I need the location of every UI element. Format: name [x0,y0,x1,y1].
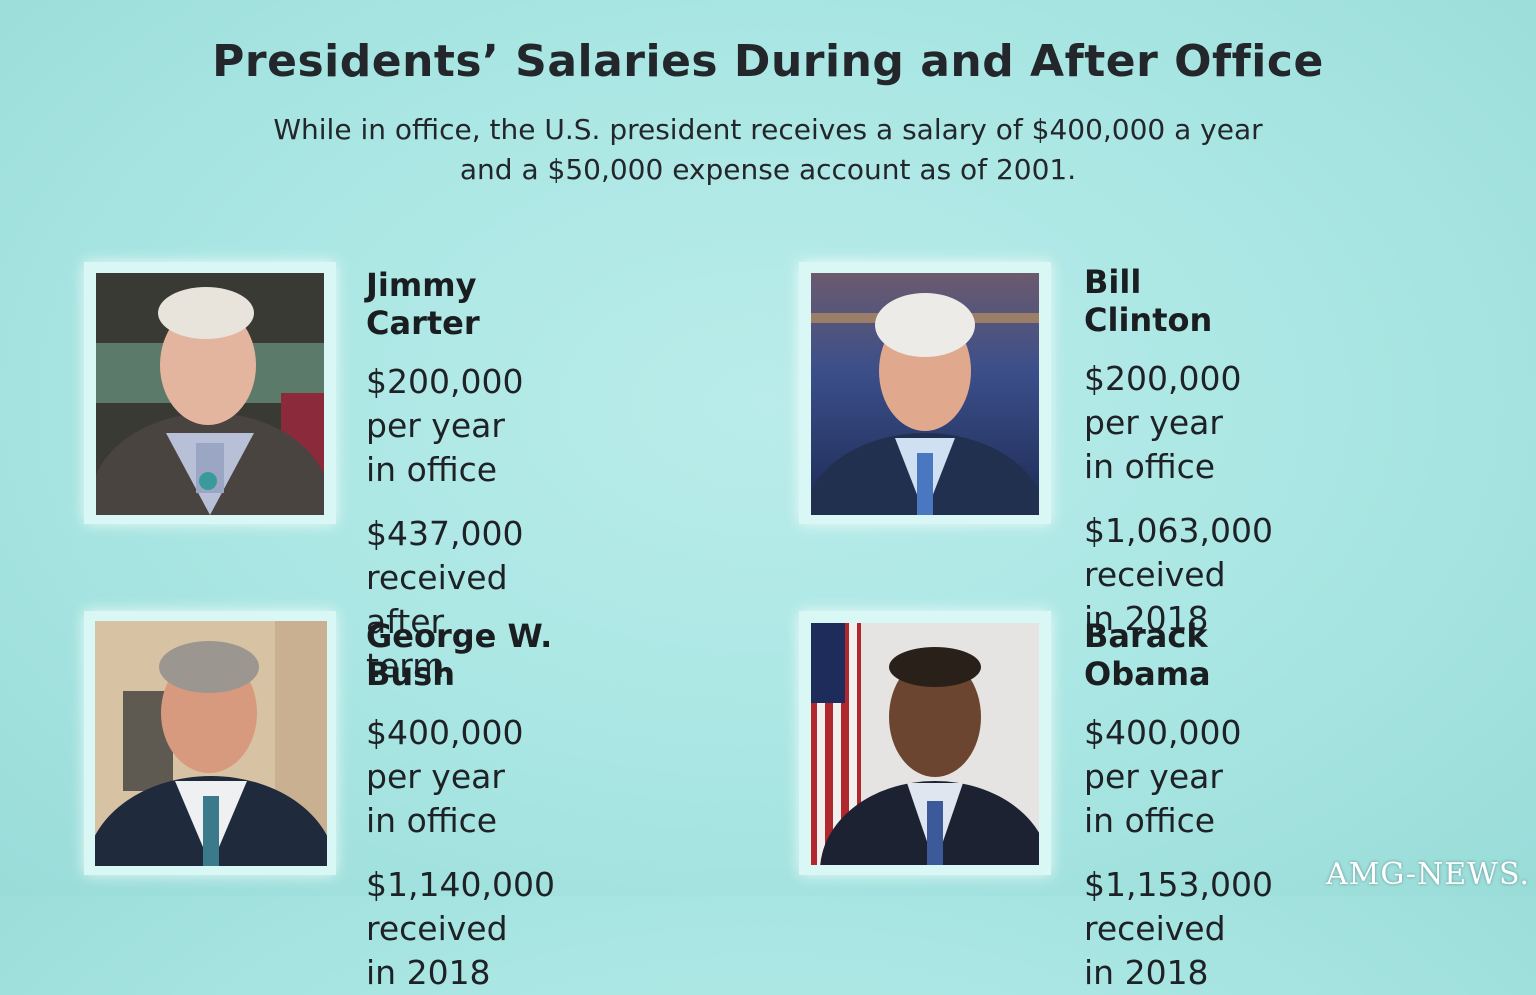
president-name: Bill Clinton [1084,263,1213,339]
photo-george-w-bush [95,621,327,866]
amount-received-suffix: in 2018 [366,953,491,992]
salary-in-office-suffix: in office [366,801,498,840]
photo-barack-obama [811,623,1039,865]
president-info-clinton: Bill Clinton $200,000 per year in office… [1084,263,1273,641]
president-info-carter: Jimmy Carter $200,000 per year in office… [366,266,523,688]
amount-received-suffix: after term [366,602,445,685]
salary-in-office-suffix: in office [1084,801,1216,840]
president-name: Jimmy Carter [366,266,480,342]
page-title: Presidents’ Salaries During and After Of… [212,36,1324,87]
salary-in-office-suffix: in office [1084,447,1216,486]
salary-in-office: $200,000 per year [1084,359,1242,442]
salary-in-office: $200,000 per year [366,362,524,445]
amount-received: $1,153,000 received [1084,865,1273,948]
salary-in-office: $400,000 per year [1084,713,1242,796]
photo-jimmy-carter [96,273,324,515]
photo-bill-clinton [811,273,1039,515]
amount-received-suffix: in 2018 [1084,953,1209,992]
subtitle-line-2: and a $50,000 expense account as of 2001… [459,153,1077,186]
amount-received: $437,000 received [366,514,524,597]
president-info-bush: George W. Bush $400,000 per year in offi… [366,617,555,995]
page-subtitle: While in office, the U.S. president rece… [268,110,1268,190]
president-name: Barack Obama [1084,617,1211,693]
salary-in-office-suffix: in office [366,450,498,489]
president-info-obama: Barack Obama $400,000 per year in office… [1084,617,1273,995]
watermark-logo: AMG-NEWS. [1325,857,1530,892]
amount-received: $1,063,000 received [1084,511,1273,594]
salary-in-office: $400,000 per year [366,713,524,796]
president-name: George W. Bush [366,617,553,693]
subtitle-line-1: While in office, the U.S. president rece… [273,113,1263,146]
amount-received-suffix: in 2018 [1084,599,1209,638]
amount-received: $1,140,000 received [366,865,555,948]
